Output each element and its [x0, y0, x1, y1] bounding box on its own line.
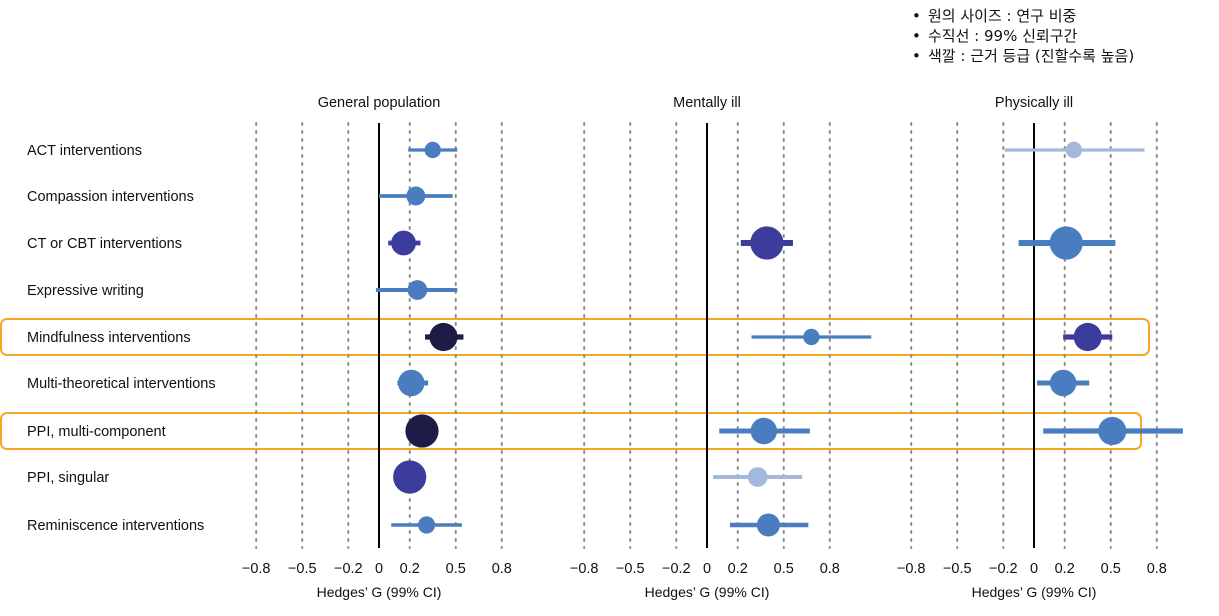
row-label-compassion-interventions: Compassion interventions [27, 189, 194, 205]
point-ppi-multi-component-general-population [405, 414, 439, 448]
tick-label-general-population: 0 [375, 561, 383, 577]
point-ct-or-cbt-interventions-general-population [391, 230, 416, 256]
panel-title-mentally-ill: Mentally ill [673, 95, 741, 111]
row-label-mindfulness-interventions: Mindfulness interventions [27, 330, 191, 346]
legend-notes: 원의 사이즈 : 연구 비중 수직선 : 99% 신뢰구간 색깔 : 근거 등급… [910, 6, 1134, 66]
point-ct-or-cbt-interventions-physically-ill [1049, 226, 1083, 260]
point-reminiscence-interventions-general-population [417, 516, 436, 534]
tick-label-mentally-ill: 0.5 [774, 561, 794, 577]
point-multi-theoretical-interventions-physically-ill [1049, 369, 1077, 397]
tick-label-physically-ill: −0.2 [989, 561, 1018, 577]
x-axis-label-physically-ill: Hedges’ G (99% CI) [972, 584, 1097, 600]
tick-label-mentally-ill: 0.8 [820, 561, 840, 577]
point-multi-theoretical-interventions-general-population [397, 369, 425, 397]
tick-label-general-population: −0.5 [288, 561, 317, 577]
row-label-reminiscence-interventions: Reminiscence interventions [27, 518, 204, 534]
tick-label-mentally-ill: 0.2 [728, 561, 748, 577]
legend-note-ci-line: 수직선 : 99% 신뢰구간 [910, 26, 1134, 46]
point-act-interventions-physically-ill [1065, 141, 1083, 159]
highlight-box-mindfulness-interventions [0, 318, 1150, 356]
point-ppi-multi-component-mentally-ill [750, 417, 778, 445]
point-ppi-multi-component-physically-ill [1098, 416, 1127, 446]
row-label-expressive-writing: Expressive writing [27, 283, 144, 299]
row-label-ppi-multi-component: PPI, multi-component [27, 424, 166, 440]
x-axis-label-mentally-ill: Hedges’ G (99% CI) [645, 584, 770, 600]
panel-title-general-population: General population [318, 95, 441, 111]
point-mindfulness-interventions-general-population [429, 322, 458, 352]
tick-label-physically-ill: 0.8 [1147, 561, 1167, 577]
tick-label-mentally-ill: −0.8 [570, 561, 599, 577]
row-label-act-interventions: ACT interventions [27, 143, 142, 159]
tick-label-general-population: 0.2 [400, 561, 420, 577]
point-compassion-interventions-general-population [406, 186, 426, 206]
row-label-ppi-singular: PPI, singular [27, 470, 109, 486]
x-axis-label-general-population: Hedges’ G (99% CI) [317, 584, 442, 600]
tick-label-mentally-ill: −0.5 [616, 561, 645, 577]
point-ppi-singular-mentally-ill [747, 467, 768, 487]
tick-label-mentally-ill: 0 [703, 561, 711, 577]
tick-label-physically-ill: 0.2 [1055, 561, 1075, 577]
legend-note-color: 색깔 : 근거 등급 (진할수록 높음) [910, 46, 1134, 66]
tick-label-general-population: −0.8 [242, 561, 271, 577]
point-reminiscence-interventions-mentally-ill [756, 513, 780, 537]
row-label-ct-or-cbt-interventions: CT or CBT interventions [27, 236, 182, 252]
point-mindfulness-interventions-physically-ill [1073, 322, 1102, 352]
legend-note-circle-size: 원의 사이즈 : 연구 비중 [910, 6, 1134, 26]
tick-label-physically-ill: 0.5 [1101, 561, 1121, 577]
panel-title-physically-ill: Physically ill [995, 95, 1073, 111]
tick-label-physically-ill: −0.8 [897, 561, 926, 577]
point-ppi-singular-general-population [393, 460, 427, 494]
row-label-multi-theoretical-interventions: Multi-theoretical interventions [27, 376, 216, 392]
tick-label-physically-ill: 0 [1030, 561, 1038, 577]
tick-label-general-population: −0.2 [334, 561, 363, 577]
tick-label-general-population: 0.5 [446, 561, 466, 577]
tick-label-physically-ill: −0.5 [943, 561, 972, 577]
point-mindfulness-interventions-mentally-ill [803, 328, 820, 346]
point-ct-or-cbt-interventions-mentally-ill [750, 226, 784, 260]
tick-label-general-population: 0.8 [492, 561, 512, 577]
tick-label-mentally-ill: −0.2 [662, 561, 691, 577]
point-act-interventions-general-population [424, 141, 441, 159]
point-expressive-writing-general-population [407, 280, 428, 300]
highlight-box-ppi-multi-component [0, 412, 1142, 450]
